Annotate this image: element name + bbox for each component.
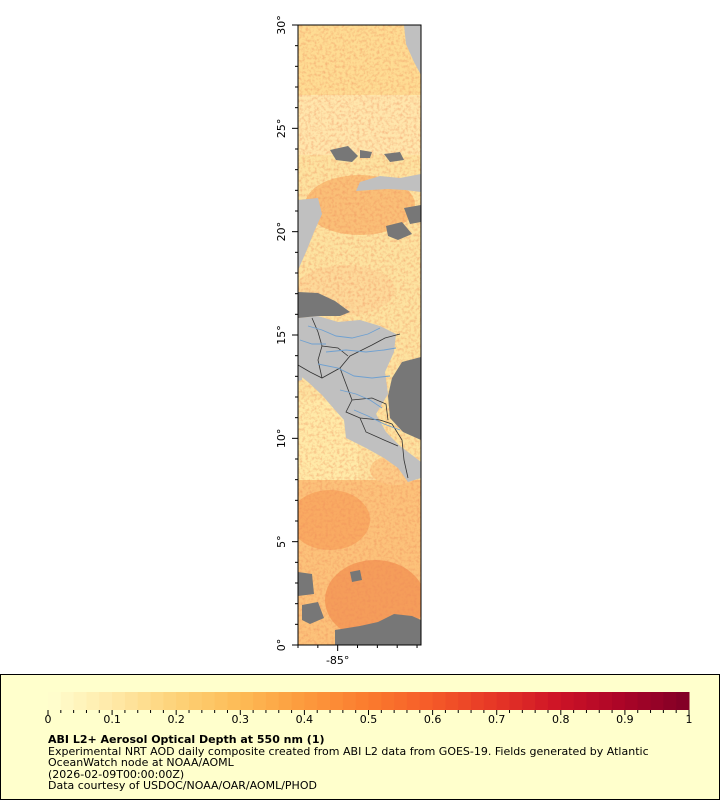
colorbar-cell — [342, 692, 357, 710]
colorbar-cell — [304, 692, 318, 710]
colorbar-cell — [676, 692, 690, 710]
colorbar-tick-label: 0.9 — [616, 713, 634, 726]
legend-credit: Data courtesy of USDOC/NOAA/OAR/AOML/PHO… — [48, 779, 317, 792]
land-yucatan-florida — [404, 25, 421, 75]
lat-tick-label: 10° — [275, 429, 288, 449]
colorbar-tick-label: 0.8 — [552, 713, 570, 726]
colorbar-cell — [599, 692, 613, 710]
colorbar-cell — [573, 692, 587, 710]
colorbar-tick-label: 0.4 — [296, 713, 314, 726]
aod-field — [298, 25, 421, 645]
colorbar-cell — [663, 692, 677, 710]
colorbar-cell — [458, 692, 472, 710]
colorbar-cell — [394, 692, 408, 710]
colorbar-cell — [355, 692, 369, 710]
colorbar-tick-label: 0.5 — [360, 713, 378, 726]
legend-title: ABI L2+ Aerosol Optical Depth at 550 nm … — [48, 733, 325, 746]
colorbar-cell — [483, 692, 498, 710]
colorbar-cell — [496, 692, 511, 710]
colorbar-cell — [509, 692, 523, 710]
colorbar-ticks: 0 0.1 0.2 0.3 0.4 0.5 0.6 0.7 0.8 0.9 1 — [45, 710, 693, 726]
colorbar-cell — [586, 692, 600, 710]
colorbar-cell — [48, 692, 62, 710]
colorbar: 0 0.1 0.2 0.3 0.4 0.5 0.6 0.7 0.8 0.9 1 — [45, 692, 693, 726]
colorbar-cell — [368, 692, 382, 710]
colorbar-cell — [99, 692, 113, 710]
colorbar-cell — [406, 692, 421, 710]
colorbar-cell — [265, 692, 280, 710]
colorbar-cell — [612, 692, 626, 710]
colorbar-cell — [240, 692, 254, 710]
colorbar-cell — [419, 692, 434, 710]
colorbar-tick-label: 1 — [686, 713, 693, 726]
colorbar-cell — [278, 692, 293, 710]
colorbar-cell — [471, 692, 485, 710]
colorbar-cell — [124, 692, 139, 710]
colorbar-cell — [214, 692, 228, 710]
colorbar-tick-label: 0 — [45, 713, 52, 726]
lat-tick-label: 30° — [275, 15, 288, 35]
colorbar-tick-label: 0.3 — [232, 713, 250, 726]
colorbar-cell — [381, 692, 395, 710]
legend-text: ABI L2+ Aerosol Optical Depth at 550 nm … — [48, 734, 698, 792]
colorbar-cell — [86, 692, 100, 710]
colorbar-cell — [291, 692, 305, 710]
colorbar-cell — [330, 692, 344, 710]
colorbar-cell — [73, 692, 87, 710]
land-west-edge — [298, 357, 303, 381]
colorbar-cell — [150, 692, 164, 710]
colorbar-cell — [201, 692, 216, 710]
colorbar-tick-label: 0.2 — [167, 713, 185, 726]
colorbar-cells — [48, 692, 690, 710]
lat-tick-label: 0° — [275, 639, 288, 652]
lon-tick-label: -85° — [326, 654, 349, 667]
longitude-axis: -85° — [297, 645, 418, 667]
map: 0° 5° 10° 15° 20° 25° 30° -85° — [275, 15, 422, 667]
colorbar-cell — [535, 692, 549, 710]
colorbar-cell — [176, 692, 190, 710]
rivers — [299, 325, 401, 431]
colorbar-cell — [253, 692, 267, 710]
legend-description: Experimental NRT AOD daily composite cre… — [48, 744, 649, 769]
colorbar-cell — [112, 692, 126, 710]
colorbar-cell — [522, 692, 536, 710]
colorbar-cell — [560, 692, 575, 710]
lat-tick-label: 20° — [275, 222, 288, 242]
latitude-axis: 0° 5° 10° 15° 20° 25° 30° — [275, 15, 298, 651]
colorbar-cell — [650, 692, 664, 710]
land-cuba — [356, 174, 421, 192]
colorbar-cell — [60, 692, 75, 710]
land-yucatan — [298, 198, 322, 270]
colorbar-cell — [227, 692, 241, 710]
legend-time: (2026-02-09T00:00:00Z) — [48, 767, 185, 781]
colorbar-cell — [637, 692, 652, 710]
colorbar-tick-label: 0.1 — [103, 713, 121, 726]
colorbar-cell — [624, 692, 639, 710]
lat-tick-label: 15° — [275, 325, 288, 345]
colorbar-tick-label: 0.7 — [488, 713, 506, 726]
colorbar-cell — [317, 692, 331, 710]
colorbar-cell — [163, 692, 177, 710]
colorbar-tick-label: 0.6 — [424, 713, 442, 726]
colorbar-cell — [432, 692, 446, 710]
legend-panel: 0 0.1 0.2 0.3 0.4 0.5 0.6 0.7 0.8 0.9 1 ABI L2+ Ae… — [0, 674, 720, 800]
nodata-masks — [298, 146, 421, 645]
colorbar-cell — [445, 692, 459, 710]
colorbar-cell — [547, 692, 562, 710]
colorbar-cell — [137, 692, 152, 710]
lat-tick-label: 5° — [275, 535, 288, 548]
colorbar-cell — [189, 692, 203, 710]
lat-tick-label: 25° — [275, 119, 288, 139]
